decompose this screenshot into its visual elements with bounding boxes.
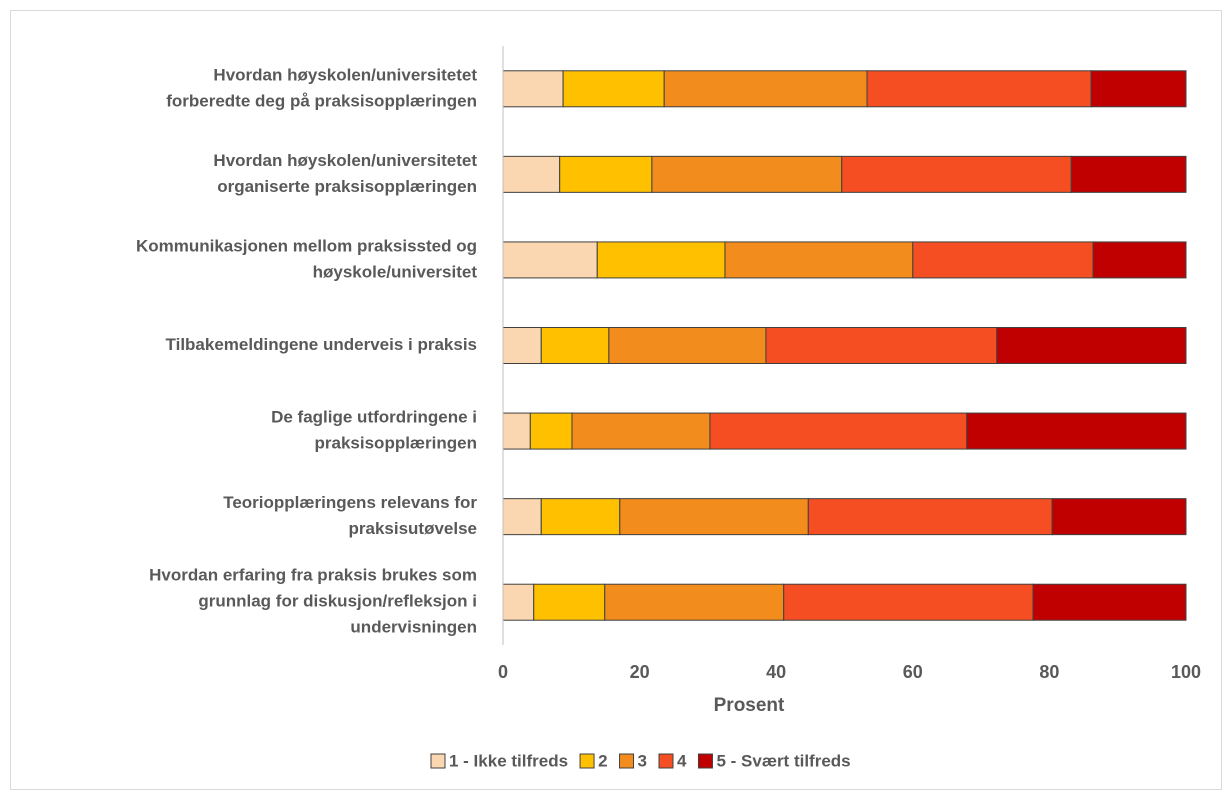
bar-segment (502, 155, 561, 193)
legend-label: 2 (598, 751, 607, 770)
bar-segment (709, 412, 968, 450)
y-tick-label: Hvordan høyskolen/universitetet (213, 65, 477, 84)
bar-segment (724, 241, 914, 279)
bar-segment (619, 498, 809, 536)
y-tick-label: høyskole/universitet (313, 262, 478, 281)
bar-segment (1051, 498, 1187, 536)
bar-segment (604, 583, 785, 621)
chart-frame (10, 10, 1222, 790)
y-tick-label: De faglige utfordringene i (271, 408, 477, 427)
y-tick-label: organiserte praksisopplæringen (217, 177, 477, 196)
bar-segment (1090, 70, 1187, 108)
bar-segment (502, 327, 542, 364)
bar-segment (765, 327, 998, 364)
bar-segment (912, 241, 1094, 279)
legend-label: 3 (638, 751, 647, 770)
x-axis-label: Prosent (714, 695, 785, 716)
legend-swatch (658, 753, 674, 769)
y-tick-label: praksisutøvelse (348, 519, 477, 538)
bar-segment (1070, 155, 1187, 193)
bar-segment (529, 412, 573, 450)
x-tick-label: 20 (630, 662, 650, 682)
bar-segment (562, 70, 665, 108)
bar-segment (540, 327, 610, 364)
bar-segment (502, 241, 598, 279)
bar-segment (1092, 241, 1187, 279)
bar-segment (996, 327, 1187, 364)
bar-segment (502, 412, 531, 450)
x-tick-label: 40 (766, 662, 786, 682)
bar-segment (651, 155, 843, 193)
y-tick-label: Hvordan høyskolen/universitetet (213, 151, 477, 170)
y-tick-label: forberedte deg på praksisopplæringen (166, 91, 477, 110)
bar-segment (966, 412, 1187, 450)
bar-segment (502, 498, 542, 536)
legend-swatch (619, 753, 635, 769)
x-tick-label: 60 (903, 662, 923, 682)
x-tick-label: 0 (498, 662, 508, 682)
bar-segment (502, 583, 535, 621)
bar-segment (502, 70, 564, 108)
x-tick-label: 80 (1039, 662, 1059, 682)
bar-segment (559, 155, 653, 193)
bar-segment (1032, 583, 1187, 621)
y-tick-label: grunnlag for diskusjon/refleksjon i (198, 592, 477, 611)
bar-segment (663, 70, 868, 108)
legend-label: 4 (677, 751, 687, 770)
bar-segment (841, 155, 1072, 193)
y-tick-label: praksisopplæringen (315, 434, 477, 453)
bar-segment (807, 498, 1053, 536)
y-tick-label: Hvordan erfaring fra praksis brukes som (149, 566, 477, 585)
x-tick-label: 100 (1171, 662, 1201, 682)
bar-segment (571, 412, 711, 450)
bar-segment (533, 583, 606, 621)
bar-segment (783, 583, 1034, 621)
legend-label: 5 - Svært tilfreds (716, 751, 850, 770)
bar-segment (866, 70, 1092, 108)
legend-swatch (430, 753, 446, 769)
legend-swatch (579, 753, 595, 769)
bar-segment (540, 498, 621, 536)
y-tick-label: Tilbakemeldingene underveis i praksis (166, 335, 477, 354)
legend-label: 1 - Ikke tilfreds (449, 751, 568, 770)
y-tick-label: Teoriopplæringens relevans for (223, 493, 477, 512)
legend-swatch (697, 753, 713, 769)
y-tick-label: Kommunikasjonen mellom praksissted og (136, 236, 477, 255)
bar-segment (596, 241, 726, 279)
y-tick-label: undervisningen (350, 618, 477, 637)
bar-segment (608, 327, 767, 364)
